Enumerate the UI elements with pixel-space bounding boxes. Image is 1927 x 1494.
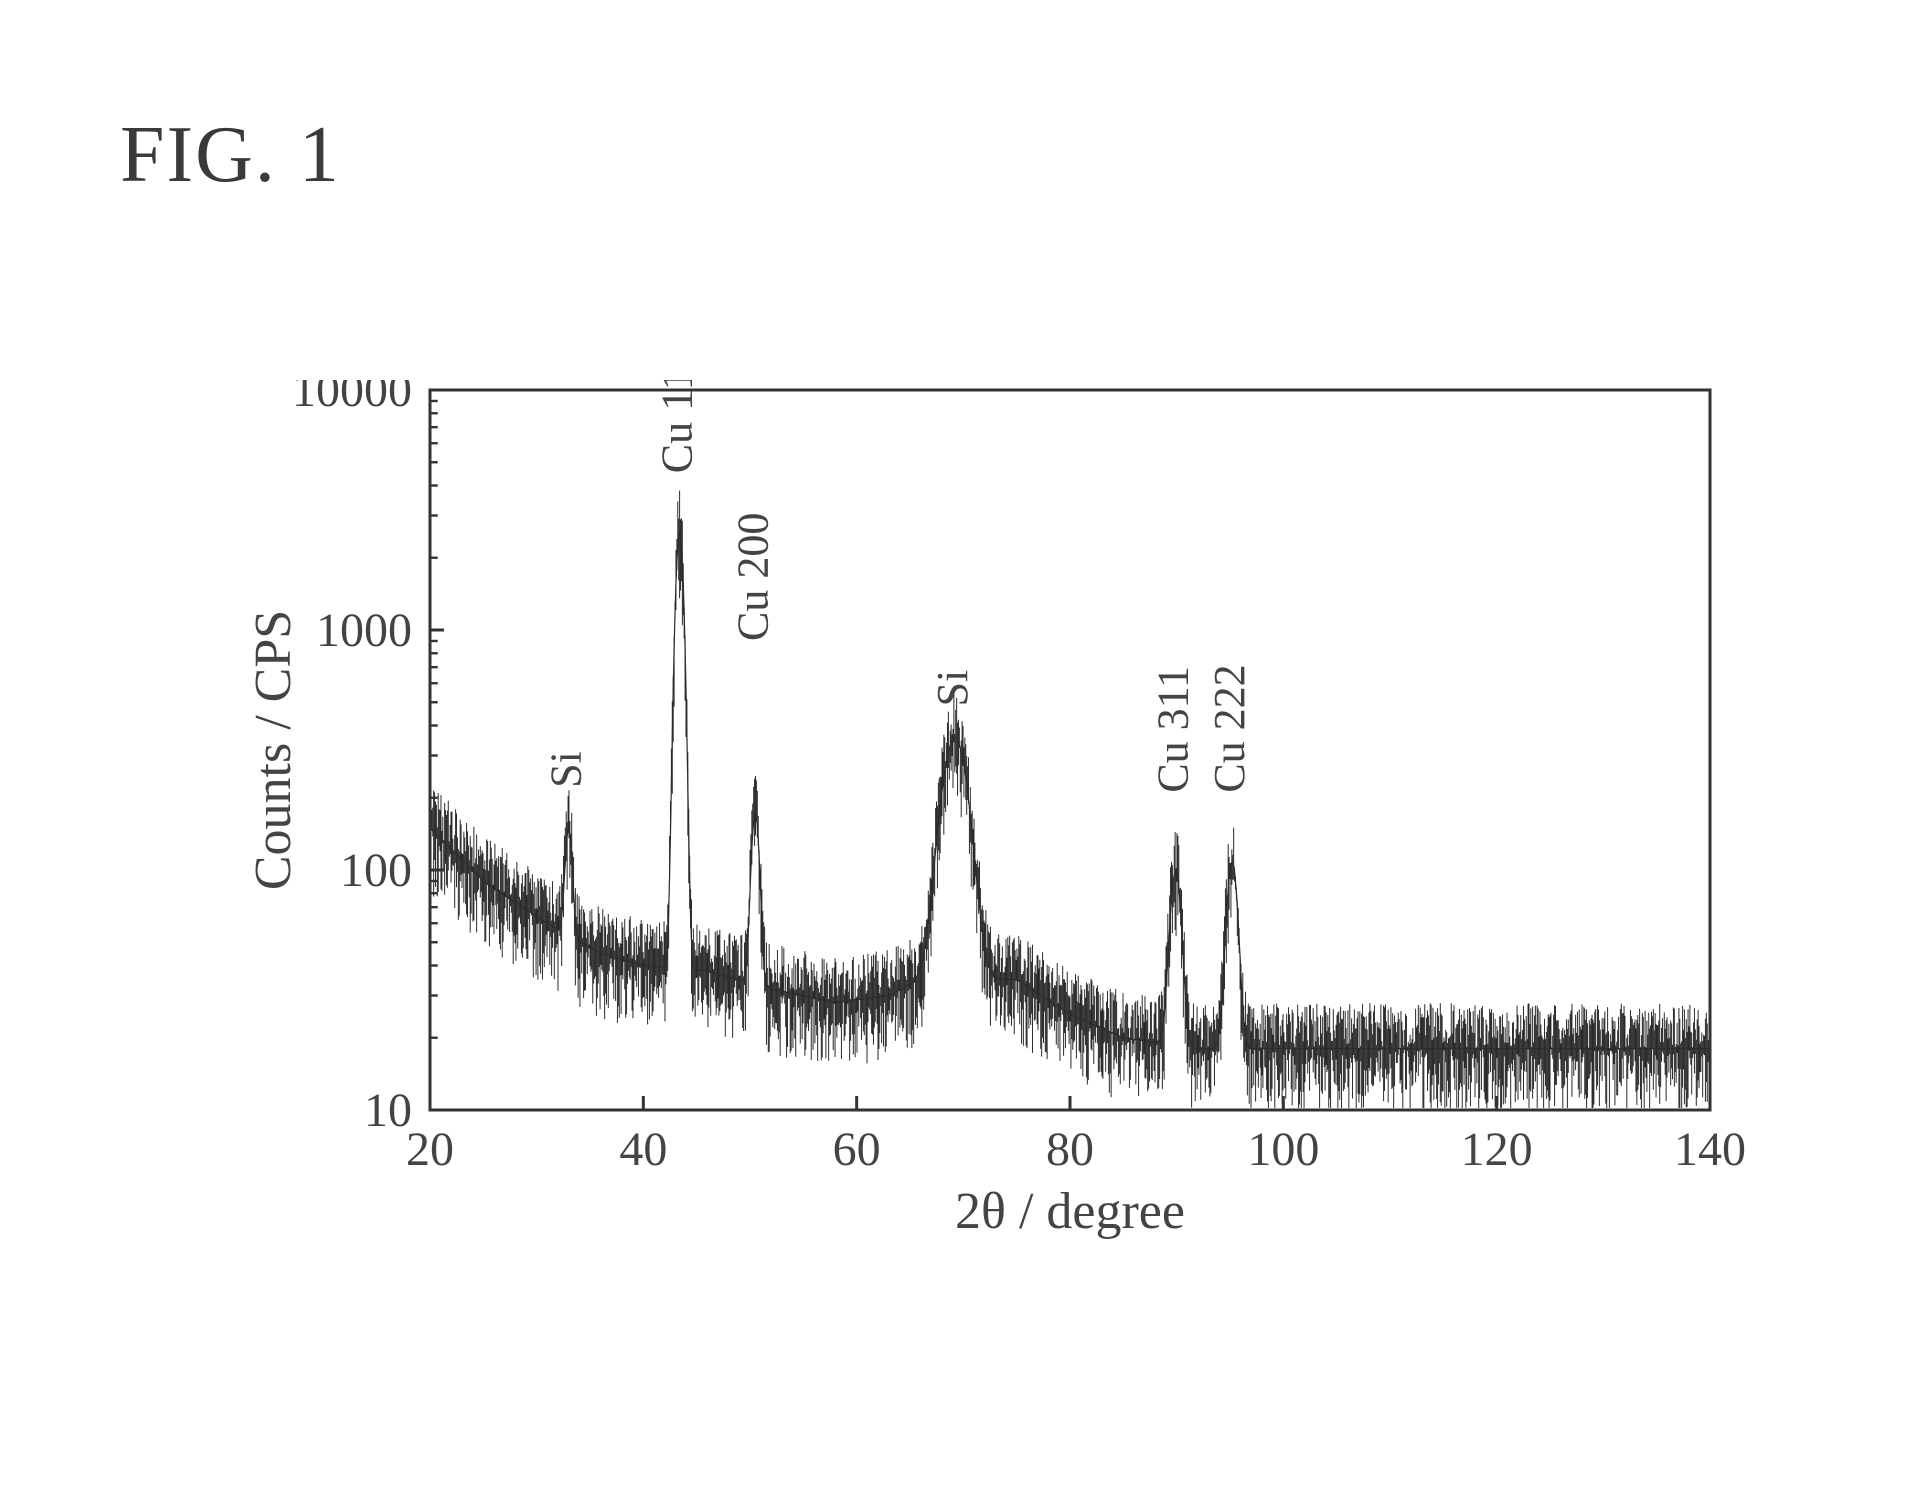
xrd-chart: 20 40 60 80 100 120 140 10 100 1000 10000 2θ / degr…	[240, 380, 1760, 1280]
x-tick-label: 100	[1247, 1123, 1319, 1176]
y-tick-label: 100	[340, 844, 412, 897]
y-axis-label: Counts / CPS	[245, 610, 302, 890]
peak-label: Cu 200	[728, 513, 777, 641]
peak-label: Cu 311	[1149, 666, 1198, 793]
y-tick-label: 10000	[292, 380, 412, 417]
x-tick-label: 120	[1461, 1123, 1533, 1176]
x-tick-label: 80	[1046, 1123, 1094, 1176]
peak-label: Cu 111	[653, 380, 702, 473]
peak-label: Si	[928, 670, 977, 707]
x-tick-label: 20	[406, 1123, 454, 1176]
x-axis-label: 2θ / degree	[955, 1183, 1185, 1240]
figure-label: FIG. 1	[120, 110, 341, 201]
peak-label: Si	[542, 751, 591, 788]
x-tick-label: 140	[1674, 1123, 1746, 1176]
x-tick-label: 60	[833, 1123, 881, 1176]
y-tick-label: 10	[364, 1084, 412, 1137]
xrd-chart-svg: 20 40 60 80 100 120 140 10 100 1000 10000 2θ / degr…	[240, 380, 1760, 1280]
y-tick-label: 1000	[316, 604, 412, 657]
x-tick-label: 40	[619, 1123, 667, 1176]
peak-label: Cu 222	[1205, 664, 1254, 792]
